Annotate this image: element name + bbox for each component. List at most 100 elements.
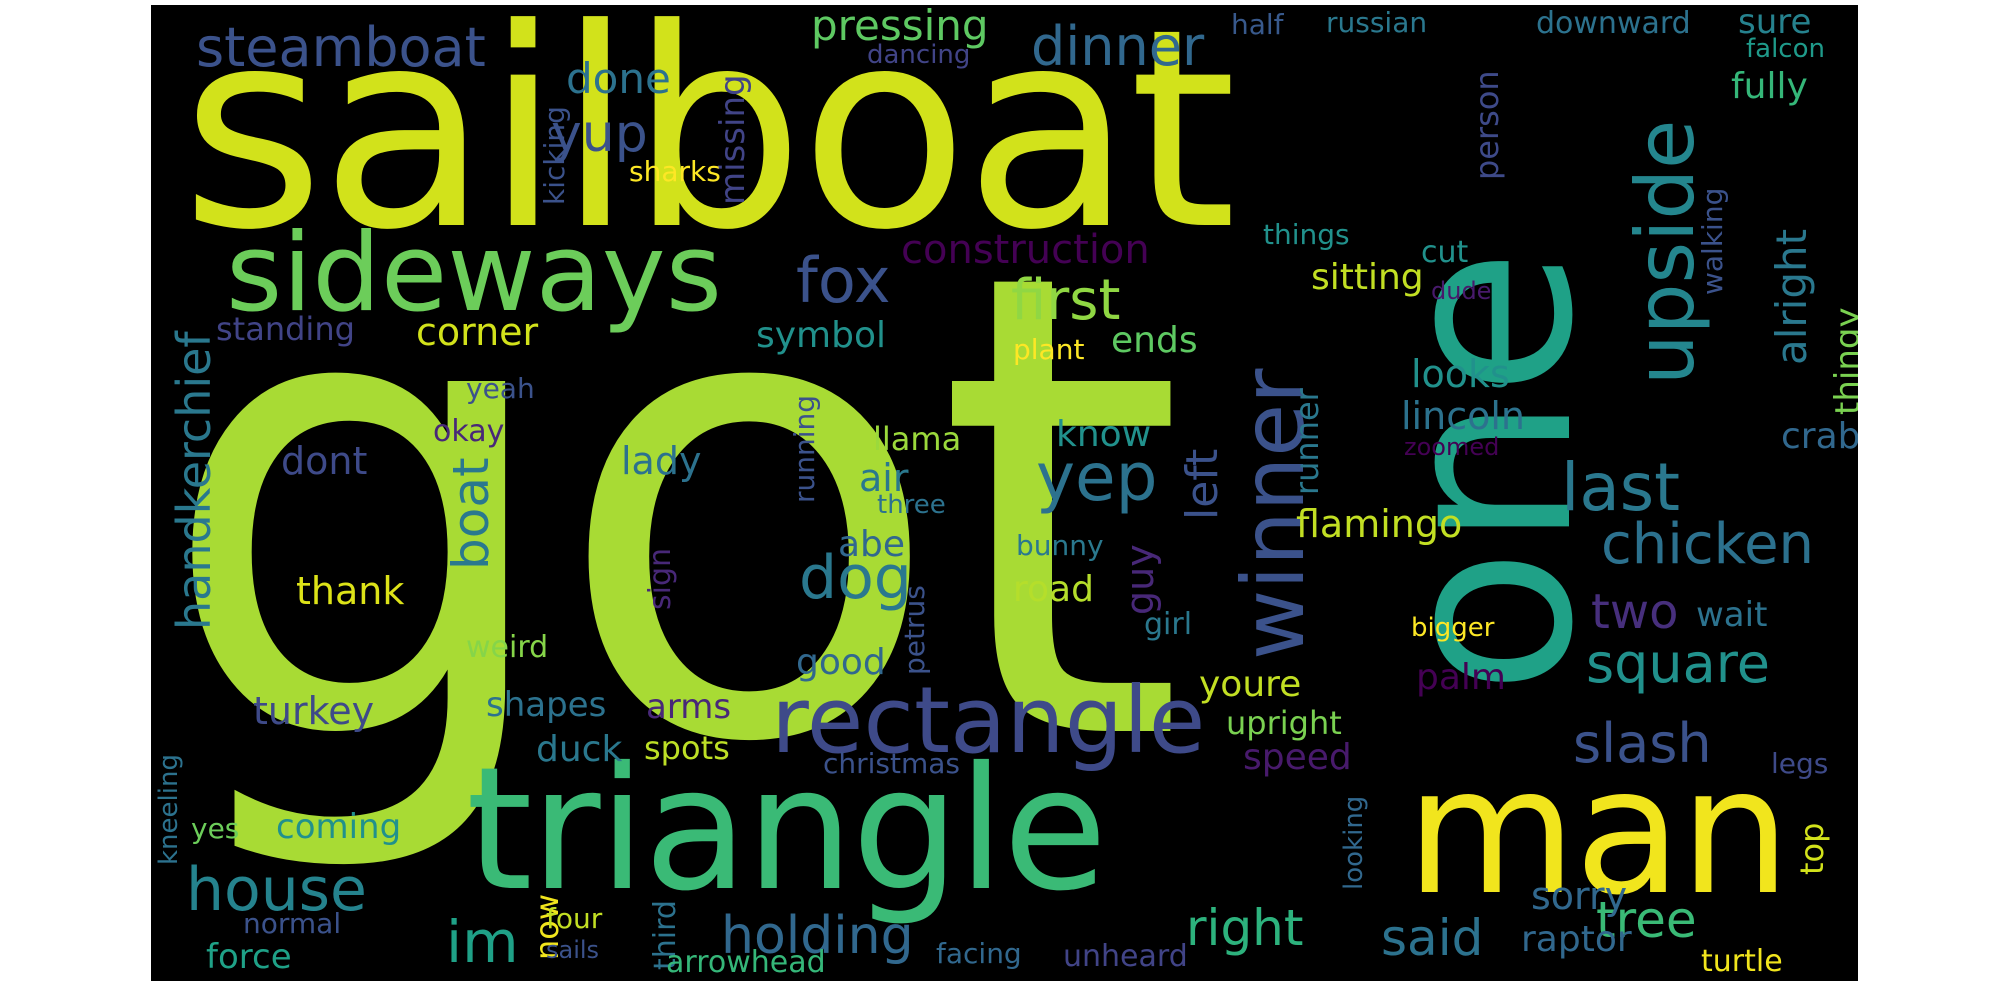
word-pressing: pressing bbox=[811, 5, 989, 50]
word-plant: plant bbox=[1013, 333, 1085, 366]
word-holding: holding bbox=[721, 906, 914, 966]
word-sure: sure bbox=[1738, 5, 1812, 42]
word-fox: fox bbox=[796, 244, 891, 317]
word-alright: alright bbox=[1767, 228, 1816, 365]
word-rectangle: rectangle bbox=[771, 667, 1206, 774]
word-ends: ends bbox=[1111, 320, 1198, 361]
word-weird: weird bbox=[466, 630, 549, 665]
word-petrus: petrus bbox=[898, 585, 931, 675]
word-person: person bbox=[1468, 70, 1506, 180]
word-flamingo: flamingo bbox=[1296, 502, 1463, 546]
word-palm: palm bbox=[1416, 657, 1506, 698]
word-llama: llama bbox=[873, 420, 962, 458]
word-facing: facing bbox=[936, 937, 1022, 970]
word-three: three bbox=[877, 490, 946, 520]
word-looking: looking bbox=[1339, 795, 1369, 890]
word-looks: looks bbox=[1411, 352, 1510, 396]
word-yes: yes bbox=[191, 812, 240, 845]
word-duck: duck bbox=[536, 729, 623, 770]
word-house: house bbox=[186, 855, 367, 925]
word-half: half bbox=[1231, 8, 1284, 41]
word-square: square bbox=[1586, 632, 1770, 695]
word-youre: youre bbox=[1199, 664, 1302, 705]
word-sideways: sideways bbox=[226, 211, 722, 336]
word-thingy: thingy bbox=[1828, 307, 1858, 415]
word-sailboat: sailboat bbox=[181, 5, 1237, 290]
word-walking: walking bbox=[1696, 187, 1729, 295]
word-first: first bbox=[1011, 268, 1121, 333]
word-russian: russian bbox=[1326, 6, 1428, 39]
word-turkey: turkey bbox=[253, 689, 375, 733]
word-man: man bbox=[1406, 731, 1791, 934]
word-last: last bbox=[1561, 449, 1681, 526]
word-standing: standing bbox=[216, 310, 355, 348]
word-triangle: triangle bbox=[466, 731, 1107, 929]
word-corner: corner bbox=[416, 310, 539, 354]
word-yeah: yeah bbox=[466, 372, 535, 405]
word-slash: slash bbox=[1573, 712, 1712, 775]
word-turtle: turtle bbox=[1701, 944, 1783, 979]
word-dog: dog bbox=[799, 543, 912, 613]
word-air: air bbox=[859, 456, 909, 500]
word-top: top bbox=[1793, 822, 1831, 875]
word-construction: construction bbox=[901, 227, 1150, 273]
word-good: good bbox=[796, 642, 886, 683]
word-im: im bbox=[446, 908, 519, 976]
word-said: said bbox=[1381, 909, 1484, 967]
word-dont: dont bbox=[281, 439, 368, 483]
word-coming: coming bbox=[276, 807, 402, 847]
word-dude: dude bbox=[1431, 277, 1492, 305]
word-symbol: symbol bbox=[756, 315, 887, 356]
word-arrowhead: arrowhead bbox=[666, 945, 826, 980]
word-done: done bbox=[566, 54, 671, 103]
word-girl: girl bbox=[1144, 607, 1193, 642]
word-arms: arms bbox=[646, 687, 732, 727]
word-running: running bbox=[788, 394, 821, 503]
word-sorry: sorry bbox=[1531, 874, 1628, 918]
word-crab: crab bbox=[1781, 416, 1858, 457]
word-okay: okay bbox=[433, 414, 505, 449]
word-road: road bbox=[1013, 569, 1094, 610]
word-upside: upside bbox=[1619, 119, 1712, 385]
word-handkerchief: handkerchief bbox=[167, 331, 221, 630]
word-spots: spots bbox=[644, 729, 730, 767]
word-sign: sign bbox=[643, 547, 678, 610]
word-yep: yep bbox=[1036, 439, 1158, 516]
word-wait: wait bbox=[1696, 595, 1768, 635]
word-chicken: chicken bbox=[1601, 512, 1815, 577]
word-normal: normal bbox=[243, 907, 342, 940]
word-falcon: falcon bbox=[1746, 34, 1825, 64]
word-missing: missing bbox=[713, 74, 753, 205]
word-cloud: got sailboat one triangle man sideways w… bbox=[151, 5, 1858, 981]
word-upright: upright bbox=[1226, 704, 1342, 742]
word-zoomed: zoomed bbox=[1404, 433, 1500, 461]
word-tree: tree bbox=[1596, 891, 1697, 949]
word-got: got bbox=[157, 137, 1186, 882]
word-legs: legs bbox=[1771, 747, 1829, 780]
word-speed: speed bbox=[1243, 737, 1352, 778]
word-two: two bbox=[1591, 584, 1679, 640]
word-shapes: shapes bbox=[486, 685, 607, 725]
word-left: left bbox=[1177, 448, 1228, 520]
word-boat: boat bbox=[442, 457, 500, 570]
word-four: four bbox=[546, 902, 603, 935]
word-downward: downward bbox=[1536, 6, 1691, 41]
word-guy: guy bbox=[1118, 544, 1162, 615]
word-unheard: unheard bbox=[1063, 939, 1188, 974]
word-christmas: christmas bbox=[823, 747, 961, 780]
word-yup: yup bbox=[551, 104, 648, 164]
word-thank: thank bbox=[296, 569, 405, 613]
word-raptor: raptor bbox=[1521, 919, 1632, 960]
word-force: force bbox=[206, 937, 292, 977]
word-fully: fully bbox=[1731, 66, 1808, 107]
word-cut: cut bbox=[1421, 235, 1469, 270]
word-steamboat: steamboat bbox=[196, 16, 486, 79]
word-sharks: sharks bbox=[629, 155, 721, 188]
word-dancing: dancing bbox=[867, 40, 971, 70]
word-runner: runner bbox=[1288, 388, 1326, 495]
word-lincoln: lincoln bbox=[1401, 394, 1525, 438]
word-abe: abe bbox=[838, 524, 906, 565]
word-right: right bbox=[1186, 899, 1304, 957]
word-dinner: dinner bbox=[1031, 15, 1205, 78]
word-sails: sails bbox=[546, 936, 600, 964]
